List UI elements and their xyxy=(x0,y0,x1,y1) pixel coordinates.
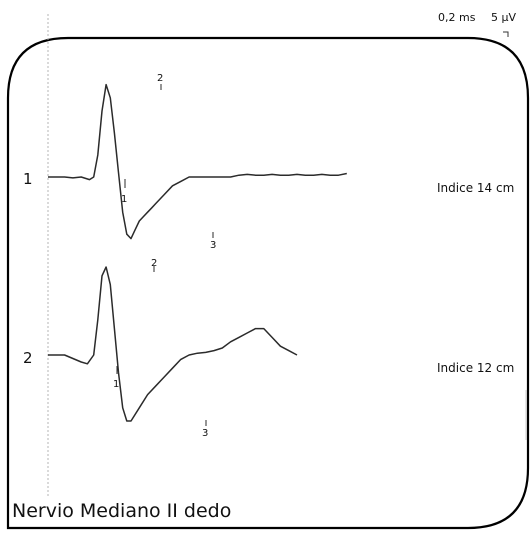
trace-2-marker-3: 3 xyxy=(202,428,208,439)
trace-2-name: Indice 12 cm xyxy=(437,361,514,375)
trace-1-row-label: 1 xyxy=(23,170,33,188)
scale-amplitude: 5 µV xyxy=(491,11,516,24)
trace-2-line xyxy=(48,266,298,422)
trace-1-marker-3: 3 xyxy=(210,240,216,251)
trace-1-marker-1: 1 xyxy=(121,194,127,205)
scale-bar-icon xyxy=(503,31,509,37)
trace-1-name: Indice 14 cm xyxy=(437,181,514,195)
trace-2-row-label: 2 xyxy=(23,349,33,367)
trace-1-marker-2: 2 xyxy=(157,73,163,84)
trace-2-marker-1: 1 xyxy=(113,379,119,390)
trace-2-marker-2: 2 xyxy=(151,258,157,269)
frame-border xyxy=(6,36,530,530)
scale-time: 0,2 ms xyxy=(438,11,476,24)
chart-title: Nervio Mediano II dedo xyxy=(12,500,231,522)
trace-1-line xyxy=(48,83,347,240)
